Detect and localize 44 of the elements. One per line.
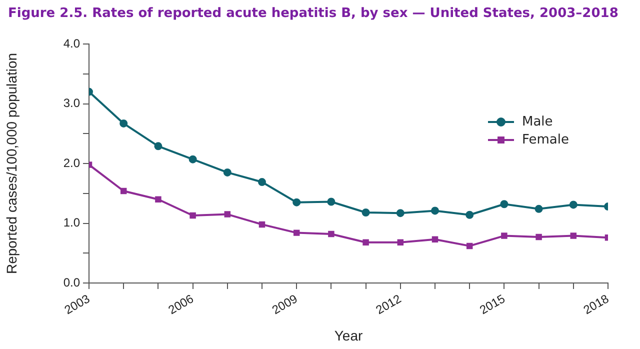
point: [188, 155, 197, 164]
point: [190, 212, 196, 219]
point: [569, 200, 578, 209]
point: [536, 234, 542, 240]
point: [362, 239, 369, 246]
point: [396, 209, 404, 218]
point: [362, 208, 370, 216]
y-axis-title: Reported cases/100,000 population: [3, 52, 20, 274]
point: [500, 200, 508, 208]
point: [223, 168, 232, 176]
point: [224, 211, 231, 218]
point: [466, 242, 473, 250]
point: [120, 119, 128, 128]
point: [328, 230, 334, 238]
point: [534, 204, 543, 213]
legend-label: Male: [522, 114, 553, 130]
point: [431, 206, 439, 215]
x-tick-label: 2003: [62, 291, 92, 318]
x-tick-label: 2012: [373, 291, 404, 318]
point: [292, 198, 301, 206]
point: [327, 198, 336, 206]
point: [154, 142, 162, 150]
point: [258, 178, 266, 186]
point: [258, 221, 266, 228]
legend-label: Female: [522, 132, 570, 148]
y-tick-label: 2.0: [63, 156, 80, 170]
chart-title: Figure 2.5. Rates of reported acute hepatitis B, by sex — United States, 2003–2018: [8, 6, 618, 21]
point: [155, 196, 162, 202]
point: [120, 188, 127, 194]
point: [397, 239, 404, 246]
y-tick-label: 0.0: [63, 275, 80, 290]
x-tick-label: 2018: [581, 291, 612, 318]
x-tick-label: 2006: [166, 291, 196, 318]
x-axis-title: Year: [334, 327, 363, 344]
x-tick-label: 2015: [477, 291, 508, 318]
point: [466, 210, 474, 219]
point: [432, 236, 438, 243]
x-tick-label: 2009: [270, 291, 300, 318]
point: [501, 232, 508, 239]
y-tick-label: 1.0: [63, 216, 80, 230]
y-tick-label: 4.0: [63, 36, 80, 50]
point: [570, 232, 577, 239]
y-tick-label: 3.0: [63, 96, 80, 110]
point: [293, 230, 300, 236]
